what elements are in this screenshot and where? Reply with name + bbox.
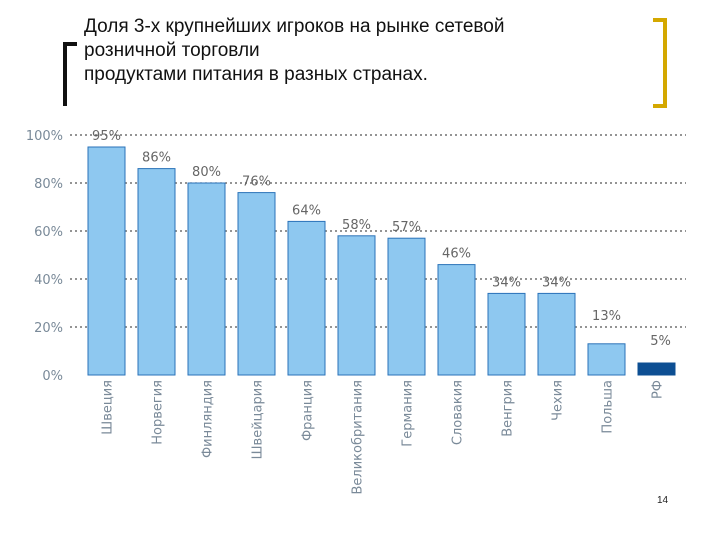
category-label: Франция [301,380,316,441]
bar-value-label: 80% [192,165,221,180]
bar-value-label: 76% [242,175,271,190]
bar [437,264,476,376]
title-line-2: розничной торговли [84,40,260,61]
y-tick-label: 40% [34,273,63,288]
title-line-3: продуктами питания в разных странах. [84,64,428,85]
page-number: 14 [657,495,669,506]
y-tick-label: 0% [42,369,63,384]
bar-value-label: 46% [442,247,471,262]
category-label: Великобритания [351,380,366,495]
category-label: Германия [401,380,416,447]
category-label: Польша [601,380,616,434]
bar [137,168,176,376]
bar-value-label: 5% [650,334,671,349]
category-label: Норвегия [151,380,166,445]
bar [187,182,226,376]
category-label: Финляндия [201,380,216,458]
category-label: Чехия [551,380,566,421]
bar [287,220,326,376]
category-label: Венгрия [501,380,516,437]
bar [487,292,526,376]
title-line-1: Доля 3-х крупнейших игроков на рынке сет… [84,16,505,37]
category-label: Швеция [101,380,116,435]
bar [637,362,676,376]
bar-value-label: 57% [392,220,421,235]
bar [537,292,576,376]
bar-value-label: 34% [542,275,571,290]
bar-value-label: 86% [142,151,171,166]
bar [237,192,276,376]
bar-value-label: 64% [292,203,321,218]
category-label: Словакия [451,380,466,445]
bar-value-label: 58% [342,218,371,233]
bar [87,146,126,376]
slide-title: Доля 3-х крупнейших игроков на рынке сет… [84,15,644,87]
category-label: РФ [651,380,666,399]
bar [587,343,626,376]
bar-value-label: 34% [492,275,521,290]
y-tick-label: 20% [34,321,63,336]
left-bracket-decoration [63,42,77,106]
y-tick-label: 80% [34,177,63,192]
bar [337,235,376,376]
category-label: Швейцария [251,380,266,459]
bar [387,237,426,376]
right-bracket-decoration [653,18,667,108]
y-tick-label: 100% [26,129,63,144]
y-tick-label: 60% [34,225,63,240]
bar-value-label: 13% [592,309,621,324]
bar-value-label: 95% [92,129,121,144]
